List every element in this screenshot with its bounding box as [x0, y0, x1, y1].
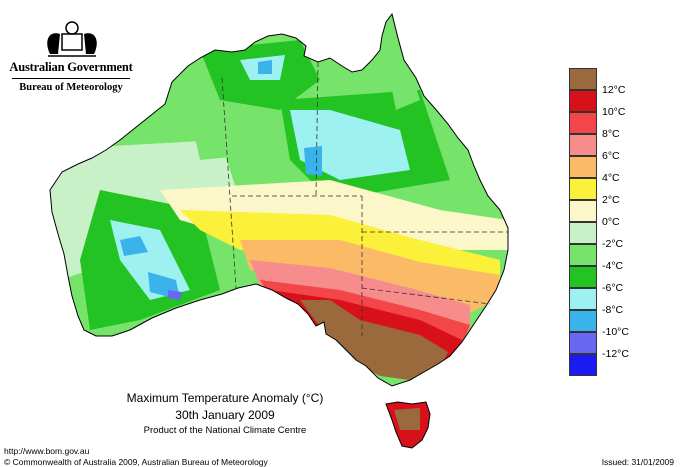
government-name: Australian Government — [9, 60, 133, 74]
legend-swatch — [569, 354, 597, 376]
legend-label: -12°C — [602, 348, 629, 360]
footer-issued: Issued: 31/01/2009 — [601, 457, 674, 467]
footer-copyright: © Commonwealth of Australia 2009, Austra… — [4, 457, 268, 467]
legend-label: 8°C — [602, 128, 620, 140]
legend-swatch — [569, 288, 597, 310]
legend-label: 4°C — [602, 172, 620, 184]
legend-swatch — [569, 244, 597, 266]
legend-swatch — [569, 178, 597, 200]
legend-swatch — [569, 90, 597, 112]
legend-swatch — [569, 332, 597, 354]
legend-swatch — [569, 134, 597, 156]
organization-block: Australian Government Bureau of Meteorol… — [8, 60, 134, 93]
bureau-name: Bureau of Meteorology — [19, 82, 123, 93]
legend-swatch — [569, 266, 597, 288]
legend-label: 0°C — [602, 216, 620, 228]
legend-label: -2°C — [602, 238, 624, 250]
legend-label: -10°C — [602, 326, 629, 338]
legend-swatch — [569, 310, 597, 332]
legend-swatch — [569, 200, 597, 222]
legend-swatch — [569, 112, 597, 134]
legend-swatch — [569, 156, 597, 178]
legend-label: 10°C — [602, 106, 626, 118]
legend-label: 2°C — [602, 194, 620, 206]
legend-label: -4°C — [602, 260, 624, 272]
state-borders — [221, 61, 508, 336]
legend-label: -6°C — [602, 282, 624, 294]
coat-of-arms-icon — [47, 21, 97, 57]
legend-swatch — [569, 68, 597, 90]
footer-url[interactable]: http://www.bom.gov.au — [4, 446, 90, 456]
legend-label: 6°C — [602, 150, 620, 162]
legend-label: 12°C — [602, 84, 626, 96]
legend-label: -8°C — [602, 304, 624, 316]
legend-swatch — [569, 222, 597, 244]
